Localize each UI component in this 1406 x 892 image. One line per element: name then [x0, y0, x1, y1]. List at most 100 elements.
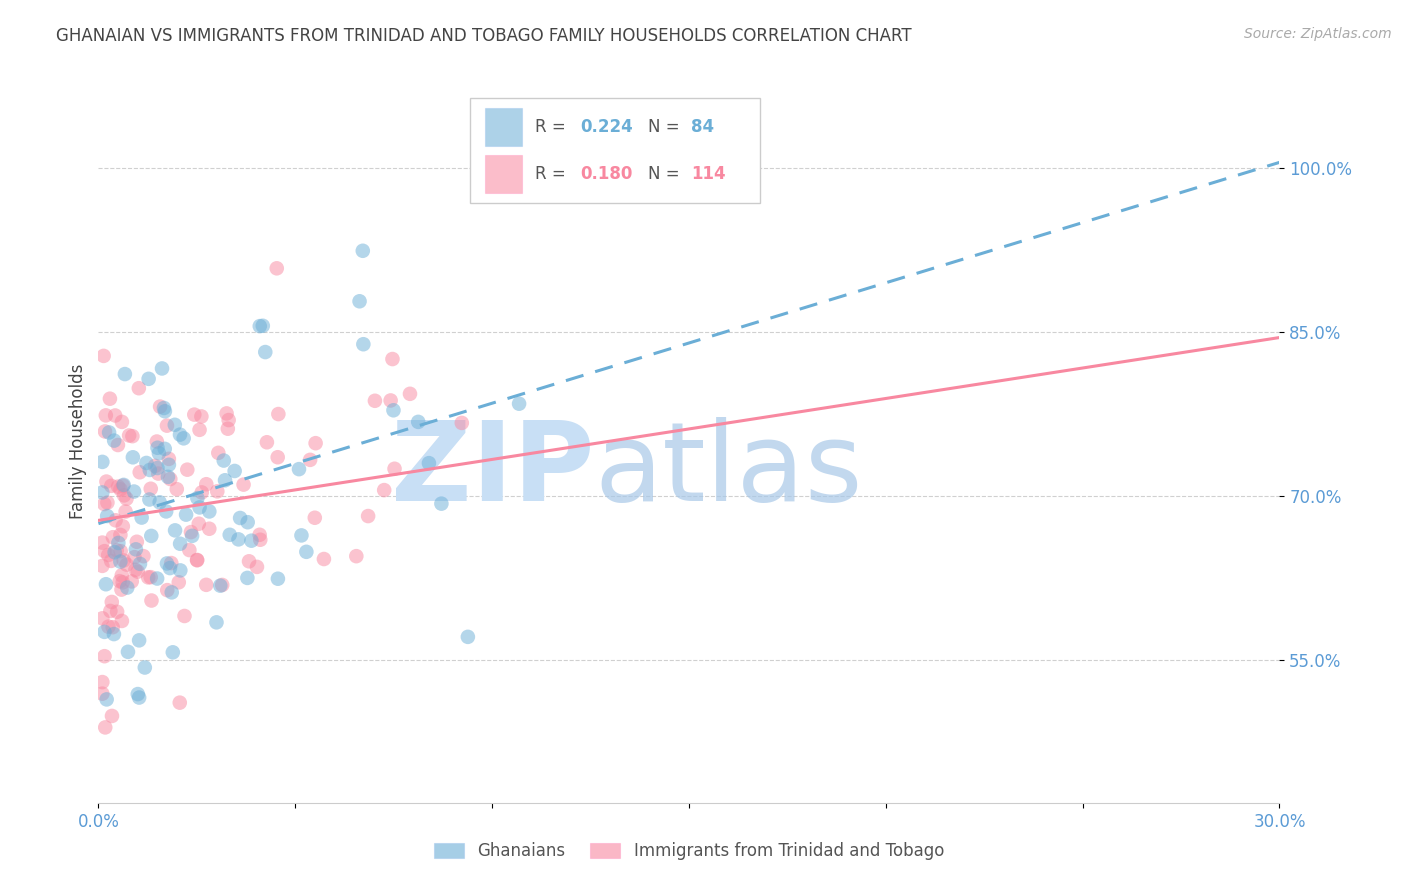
Legend: Ghanaians, Immigrants from Trinidad and Tobago: Ghanaians, Immigrants from Trinidad and …: [427, 836, 950, 867]
Point: [349, 294, 371, 309]
Point: [190, 485, 212, 500]
FancyBboxPatch shape: [485, 109, 523, 146]
Point: [352, 244, 374, 258]
Point: [96, 495, 118, 509]
Point: [110, 528, 132, 542]
Point: [97, 620, 120, 634]
Text: atlas: atlas: [595, 417, 863, 524]
Point: [195, 477, 218, 491]
Point: [295, 545, 318, 559]
Point: [254, 345, 277, 359]
Point: [94, 720, 117, 734]
Point: [135, 456, 157, 470]
Point: [373, 483, 395, 497]
Point: [160, 585, 183, 599]
Point: [101, 709, 124, 723]
Point: [139, 570, 162, 584]
Point: [112, 478, 135, 492]
Text: Source: ZipAtlas.com: Source: ZipAtlas.com: [1244, 27, 1392, 41]
Point: [176, 463, 198, 477]
Point: [139, 482, 162, 496]
Text: 114: 114: [692, 165, 725, 183]
Point: [91, 611, 114, 625]
Point: [190, 409, 212, 424]
Point: [93, 349, 115, 363]
Point: [91, 455, 114, 469]
Text: GHANAIAN VS IMMIGRANTS FROM TRINIDAD AND TOBAGO FAMILY HOUSEHOLDS CORRELATION CH: GHANAIAN VS IMMIGRANTS FROM TRINIDAD AND…: [56, 27, 912, 45]
Point: [138, 492, 160, 507]
Point: [117, 581, 139, 595]
Point: [114, 505, 136, 519]
Point: [214, 473, 236, 487]
Point: [249, 528, 271, 542]
Point: [111, 415, 134, 429]
Point: [267, 450, 290, 465]
Point: [146, 572, 169, 586]
Point: [174, 508, 197, 522]
Point: [236, 515, 259, 529]
Point: [156, 557, 179, 571]
Point: [107, 480, 129, 494]
Point: [156, 470, 179, 484]
Point: [146, 461, 169, 475]
Text: ZIP: ZIP: [391, 417, 595, 524]
Point: [125, 534, 148, 549]
Point: [128, 465, 150, 479]
Point: [108, 574, 131, 589]
Point: [215, 406, 238, 420]
Point: [111, 479, 134, 493]
Point: [173, 431, 195, 445]
Point: [167, 575, 190, 590]
Point: [166, 482, 188, 496]
Point: [252, 318, 274, 333]
Point: [181, 529, 204, 543]
Point: [163, 417, 186, 432]
Point: [304, 436, 326, 450]
Point: [107, 438, 129, 452]
FancyBboxPatch shape: [485, 155, 523, 193]
Point: [94, 577, 117, 591]
Point: [93, 649, 115, 664]
Point: [217, 422, 239, 436]
Point: [228, 533, 250, 547]
Point: [127, 565, 149, 579]
Point: [288, 462, 311, 476]
Point: [238, 554, 260, 568]
Point: [195, 578, 218, 592]
Point: [128, 690, 150, 705]
Y-axis label: Family Households: Family Households: [69, 364, 87, 519]
Point: [114, 367, 136, 381]
Point: [380, 393, 402, 408]
Point: [93, 497, 115, 511]
Text: 0.224: 0.224: [581, 119, 633, 136]
Point: [93, 544, 115, 558]
Text: 0.180: 0.180: [581, 165, 633, 183]
Point: [165, 524, 187, 538]
Point: [160, 556, 183, 570]
Point: [110, 555, 132, 569]
Point: [418, 456, 440, 470]
Point: [399, 387, 422, 401]
Point: [211, 578, 233, 592]
FancyBboxPatch shape: [471, 98, 759, 203]
Point: [148, 467, 170, 481]
Point: [186, 491, 208, 505]
Point: [132, 549, 155, 563]
Point: [104, 545, 127, 559]
Point: [382, 403, 405, 417]
Point: [450, 416, 472, 430]
Point: [111, 575, 134, 590]
Point: [134, 660, 156, 674]
Point: [169, 563, 191, 577]
Point: [218, 528, 240, 542]
Point: [122, 484, 145, 499]
Point: [107, 536, 129, 550]
Point: [100, 554, 122, 568]
Point: [143, 458, 166, 473]
Point: [128, 381, 150, 395]
Point: [111, 519, 134, 533]
Point: [159, 472, 181, 486]
Point: [457, 630, 479, 644]
Point: [157, 451, 180, 466]
Point: [169, 427, 191, 442]
